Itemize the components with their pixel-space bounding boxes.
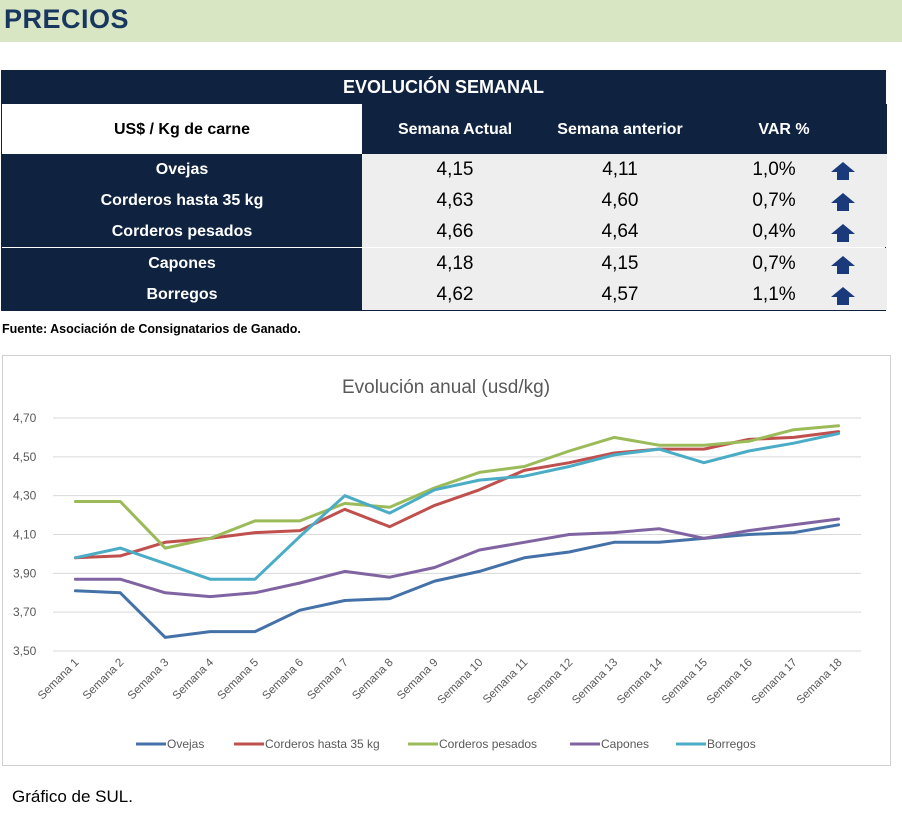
series-line xyxy=(73,517,841,599)
x-tick-label: Semana 15 xyxy=(660,657,710,707)
value-var: 0,4% xyxy=(752,221,796,243)
table-row: Capones 4,18 4,15 0,7% xyxy=(2,247,887,279)
x-tick-label: Semana 16 xyxy=(705,657,755,707)
header-banner: PRECIOS xyxy=(0,0,902,42)
series-line xyxy=(73,432,841,581)
y-tick-label: 4,30 xyxy=(13,489,37,503)
row-values: 4,63 4,60 0,7% xyxy=(362,185,887,217)
legend-label: Corderos pesados xyxy=(439,737,537,751)
y-tick-label: 3,70 xyxy=(13,605,37,619)
value-anterior: 4,60 xyxy=(601,190,639,212)
x-tick-label: Semana 17 xyxy=(750,657,800,707)
x-tick-label: Semana 6 xyxy=(260,657,306,703)
value-actual: 4,63 xyxy=(436,190,474,212)
row-label: Ovejas xyxy=(2,154,362,185)
value-actual: 4,62 xyxy=(436,283,474,305)
value-actual: 4,66 xyxy=(436,221,474,243)
x-tick-label: Semana 8 xyxy=(350,657,396,703)
row-values: 4,66 4,64 0,4% xyxy=(362,216,887,248)
y-tick-label: 4,50 xyxy=(13,450,37,464)
row-values: 4,15 4,11 1,0% xyxy=(362,154,887,185)
row-label: Borregos xyxy=(2,278,362,310)
table-row: Ovejas 4,15 4,11 1,0% xyxy=(2,154,887,185)
x-tick-label: Semana 14 xyxy=(615,656,666,707)
legend-label: Borregos xyxy=(707,737,756,751)
x-tick-label: Semana 4 xyxy=(171,656,217,702)
table-body: Ovejas 4,15 4,11 1,0% Corderos hasta 35 kg 4,… xyxy=(2,154,887,310)
y-tick-label: 4,70 xyxy=(13,411,37,425)
y-tick-label: 3,50 xyxy=(13,644,37,658)
value-anterior: 4,64 xyxy=(601,221,639,243)
row-label: Corderos hasta 35 kg xyxy=(2,185,362,217)
legend-label: Ovejas xyxy=(167,737,204,751)
up-arrow-icon xyxy=(831,286,855,305)
unit-label: US$ / Kg de carne xyxy=(113,121,251,138)
series-line xyxy=(73,424,841,550)
table-header-row: US$ / Kg de carne Semana Actual Semana a… xyxy=(2,104,887,154)
x-tick-label: Semana 12 xyxy=(525,657,575,707)
table-row: Corderos pesados 4,66 4,64 0,4% xyxy=(2,216,887,248)
line-chart-svg: Evolución anual (usd/kg) 3,50 3,70 3,90 4,10… xyxy=(13,377,861,751)
value-var: 1,1% xyxy=(752,283,796,305)
weekly-prices-table: EVOLUCIÓN SEMANAL US$ / Kg de carne Sema… xyxy=(1,70,887,311)
x-tick-label: Semana 9 xyxy=(395,657,441,703)
column-headers: Semana Actual Semana anterior VAR % xyxy=(362,104,887,154)
table-row: Borregos 4,62 4,57 1,1% xyxy=(2,278,887,310)
row-values: 4,62 4,57 1,1% xyxy=(362,278,887,310)
y-tick-label: 3,90 xyxy=(13,566,37,580)
x-tick-label: Semana 3 xyxy=(126,657,172,703)
page-title: PRECIOS xyxy=(4,4,130,34)
value-anterior: 4,57 xyxy=(601,283,639,305)
x-tick-label: Semana 2 xyxy=(81,657,127,703)
x-tick-label: Semana 5 xyxy=(216,657,262,703)
up-arrow-icon xyxy=(831,162,855,180)
column-header-anterior: Semana anterior xyxy=(557,121,683,138)
row-values: 4,18 4,15 0,7% xyxy=(362,247,887,279)
x-tick-label: Semana 13 xyxy=(570,657,620,707)
x-tick-label: Semana 10 xyxy=(435,657,485,707)
x-tick-label: Semana 11 xyxy=(481,657,530,706)
legend-label: Corderos hasta 35 kg xyxy=(265,737,380,751)
table-title: EVOLUCIÓN SEMANAL xyxy=(2,71,885,104)
legend-label: Capones xyxy=(601,737,649,751)
chart-title: Evolución anual (usd/kg) xyxy=(342,377,550,398)
value-anterior: 4,15 xyxy=(601,252,639,274)
y-tick-label: 4,10 xyxy=(13,528,37,542)
up-arrow-icon xyxy=(831,224,855,243)
value-anterior: 4,11 xyxy=(602,159,638,180)
value-var: 0,7% xyxy=(752,190,796,212)
row-label: Capones xyxy=(2,247,362,279)
up-arrow-icon xyxy=(831,255,855,274)
x-tick-label: Semana 1 xyxy=(36,657,82,703)
column-header-actual: Semana Actual xyxy=(397,121,513,138)
x-tick-label: Semana 7 xyxy=(305,657,351,703)
column-header-var: VAR % xyxy=(758,121,810,138)
annual-chart: Evolución anual (usd/kg) 3,50 3,70 3,90 4,10… xyxy=(2,355,891,766)
series-line xyxy=(73,430,841,560)
value-var: 1,0% xyxy=(752,159,796,180)
x-tick-label: Semana 18 xyxy=(795,657,845,707)
value-var: 0,7% xyxy=(752,252,796,274)
value-actual: 4,15 xyxy=(436,159,474,180)
row-label: Corderos pesados xyxy=(2,216,362,248)
value-actual: 4,18 xyxy=(436,252,474,274)
table-row: Corderos hasta 35 kg 4,63 4,60 0,7% xyxy=(2,185,887,217)
chart-caption: Gráfico de SUL. xyxy=(12,787,133,806)
source-note: Fuente: Asociación de Consignatarios de … xyxy=(2,322,301,336)
up-arrow-icon xyxy=(831,193,855,212)
